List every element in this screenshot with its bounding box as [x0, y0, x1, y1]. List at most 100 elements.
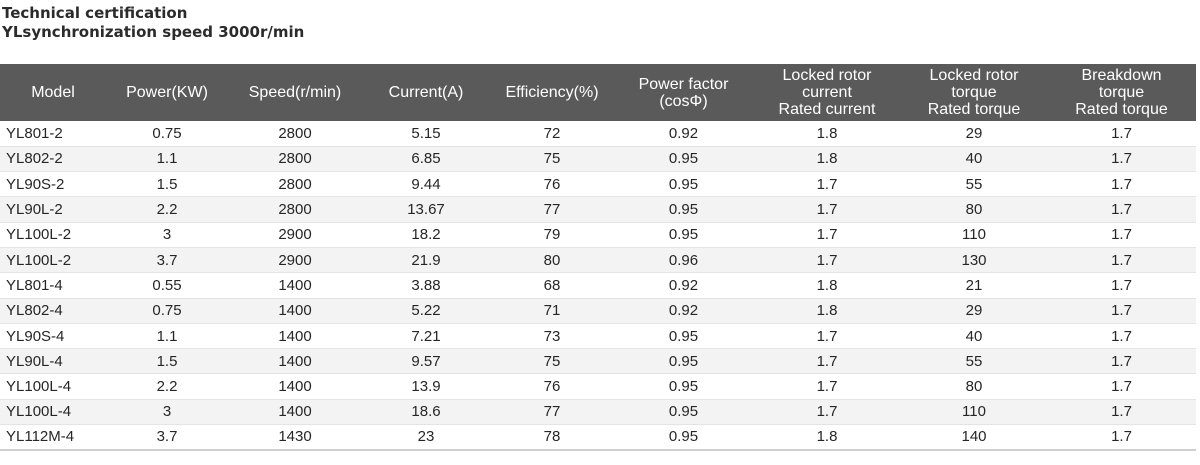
cell-locked-rotor-current: 1.7: [816, 327, 838, 345]
cell-locked-rotor-torque: 55: [965, 352, 983, 370]
column-header-speed: Speed(r/min): [228, 64, 362, 121]
heading-title: Technical certification: [2, 4, 188, 22]
table-body: YL801-2 0.75 2800 5.15 72 0.92 1.8 29 1.7 YL802-2…: [0, 121, 1196, 450]
column-header-model: Model: [0, 64, 106, 121]
cell-model: YL90L-2: [6, 201, 63, 219]
cell-locked-rotor-torque: 40: [965, 327, 983, 345]
column-header-line: (cosΦ): [659, 92, 708, 110]
cell-speed: 2800: [278, 150, 312, 168]
cell-power-factor: 0.92: [668, 276, 699, 294]
cell-locked-rotor-torque: 80: [965, 378, 983, 396]
cell-locked-rotor-current: 1.7: [816, 201, 838, 219]
cell-speed: 2800: [278, 201, 312, 219]
cell-power: 3: [162, 226, 172, 244]
cell-current: 13.9: [411, 378, 441, 396]
cell-locked-rotor-torque: 130: [961, 251, 987, 269]
column-header-line: Speed(r/min): [248, 84, 342, 101]
table-row: YL100L-4 3 1400 18.6 77 0.95 1.7 110 1.7: [0, 399, 1196, 425]
cell-current: 21.9: [411, 251, 441, 269]
cell-breakdown-torque: 1.7: [1111, 302, 1132, 320]
cell-power-factor: 0.92: [668, 124, 699, 142]
table-row: YL90S-2 1.5 2800 9.44 76 0.95 1.7 55 1.7: [0, 171, 1196, 197]
table-header: Model Power(KW) Speed(r/min) Current(A) Effi…: [0, 64, 1196, 121]
cell-model: YL112M-4: [6, 428, 75, 446]
column-header-line: Power factor: [638, 75, 729, 93]
table-row: YL100L-2 3 2900 18.2 79 0.95 1.7 110 1.7: [0, 222, 1196, 248]
cell-speed: 2900: [278, 251, 312, 269]
cell-model: YL801-4: [6, 276, 63, 294]
cell-efficiency: 75: [543, 150, 561, 168]
cell-power: 3.7: [156, 428, 178, 446]
cell-breakdown-torque: 1.7: [1111, 378, 1132, 396]
cell-power: 0.75: [152, 302, 182, 320]
cell-locked-rotor-current: 1.8: [816, 276, 838, 294]
cell-speed: 1430: [278, 428, 312, 446]
column-header-line: torque: [1098, 84, 1145, 101]
cell-model: YL100L-4: [6, 403, 72, 421]
cell-breakdown-torque: 1.7: [1111, 226, 1132, 244]
cell-speed: 2800: [278, 175, 312, 193]
cell-speed: 1400: [278, 352, 312, 370]
column-header-line: Current(A): [388, 84, 464, 101]
column-header-line: Efficiency(%): [505, 84, 599, 101]
cell-speed: 1400: [278, 378, 312, 396]
cell-power-factor: 0.95: [668, 403, 699, 421]
cell-current: 18.2: [411, 226, 441, 244]
cell-power-factor: 0.95: [668, 428, 699, 446]
cell-power-factor: 0.95: [668, 175, 699, 193]
cell-power-factor: 0.92: [668, 302, 699, 320]
cell-locked-rotor-torque: 21: [965, 276, 983, 294]
column-header-locked-rotor-current: Locked rotor current Rated current: [753, 64, 901, 121]
cell-breakdown-torque: 1.7: [1111, 251, 1132, 269]
cell-current: 5.15: [411, 124, 441, 142]
cell-efficiency: 71: [543, 302, 561, 320]
cell-power: 2.2: [156, 378, 178, 396]
cell-breakdown-torque: 1.7: [1111, 150, 1132, 168]
cell-speed: 1400: [278, 276, 312, 294]
cell-power: 2.2: [156, 201, 178, 219]
cell-locked-rotor-torque: 40: [965, 150, 983, 168]
column-header-power-factor: Power factor (cosΦ): [614, 64, 753, 121]
cell-current: 6.85: [411, 150, 441, 168]
cell-current: 3.88: [411, 276, 441, 294]
cell-locked-rotor-torque: 80: [965, 201, 983, 219]
page-heading: Technical certification YLsynchronizatio…: [2, 4, 304, 42]
cell-model: YL90S-2: [6, 175, 65, 193]
cell-efficiency: 72: [543, 124, 561, 142]
cell-locked-rotor-torque: 29: [965, 302, 983, 320]
cell-locked-rotor-current: 1.7: [816, 403, 838, 421]
cell-current: 5.22: [411, 302, 441, 320]
cell-speed: 1400: [278, 327, 312, 345]
cell-breakdown-torque: 1.7: [1111, 201, 1132, 219]
cell-model: YL90L-4: [6, 352, 63, 370]
cell-breakdown-torque: 1.7: [1111, 428, 1132, 446]
header-row: Model Power(KW) Speed(r/min) Current(A) Effi…: [0, 64, 1196, 121]
column-header-line: Power(KW): [126, 84, 208, 101]
cell-model: YL100L-4: [6, 378, 72, 396]
cell-locked-rotor-torque: 29: [965, 124, 983, 142]
cell-power-factor: 0.95: [668, 150, 699, 168]
table-row: YL112M-4 3.7 1430 23 78 0.95 1.8 140 1.7: [0, 424, 1196, 450]
cell-speed: 1400: [278, 403, 312, 421]
cell-locked-rotor-current: 1.7: [816, 352, 838, 370]
cell-efficiency: 78: [543, 428, 561, 446]
cell-current: 9.44: [411, 175, 441, 193]
cell-power-factor: 0.95: [668, 352, 699, 370]
table-row: YL90L-4 1.5 1400 9.57 75 0.95 1.7 55 1.7: [0, 348, 1196, 374]
column-header-power: Power(KW): [106, 64, 228, 121]
table-row: YL802-4 0.75 1400 5.22 71 0.92 1.8 29 1.7: [0, 298, 1196, 324]
cell-power-factor: 0.95: [668, 201, 699, 219]
cell-efficiency: 73: [543, 327, 561, 345]
cell-locked-rotor-current: 1.8: [816, 428, 838, 446]
cell-efficiency: 80: [543, 251, 561, 269]
cell-power: 1.1: [156, 150, 178, 168]
cell-power-factor: 0.95: [668, 226, 699, 244]
cell-breakdown-torque: 1.7: [1111, 175, 1132, 193]
cell-current: 13.67: [407, 201, 445, 219]
cell-power-factor: 0.95: [668, 378, 699, 396]
table-row: YL801-4 0.55 1400 3.88 68 0.92 1.8 21 1.7: [0, 272, 1196, 299]
cell-efficiency: 75: [543, 352, 561, 370]
cell-locked-rotor-torque: 110: [962, 403, 986, 421]
cell-locked-rotor-current: 1.7: [816, 378, 838, 396]
column-header-line: Rated current: [778, 101, 876, 118]
